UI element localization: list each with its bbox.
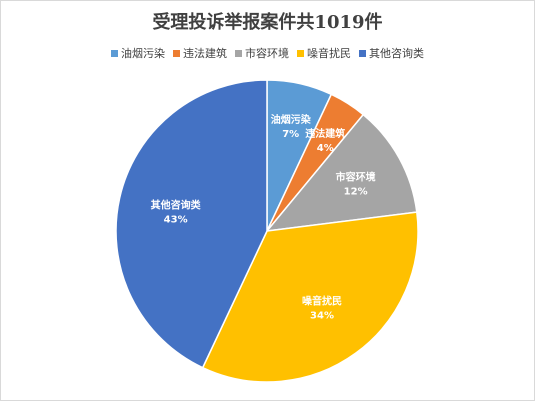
legend-swatch [359,49,366,57]
legend-item: 噪音扰民 [297,45,351,61]
pie-slice [265,113,418,232]
slice-category-label: 噪音扰民 [302,295,342,308]
slice-value-label: 43% [164,215,188,226]
slice-category-label: 市容环境 [336,170,376,183]
legend-item: 其他咨询类 [359,45,424,61]
slice-value-label: 4% [317,143,334,154]
legend-swatch [297,49,304,57]
legend-item: 违法建筑 [173,45,227,61]
slice-category-label: 油烟污染 [271,113,312,126]
legend-label: 其他咨询类 [369,47,424,60]
legend-swatch [173,49,180,57]
slice-value-label: 7% [282,129,299,140]
pie-slice [115,79,268,369]
legend-label: 市容环境 [245,47,289,60]
slice-value-label: 12% [344,186,368,197]
chart-title: 受理投诉举报案件共1019件 [152,12,383,33]
legend-item: 市容环境 [235,45,289,61]
legend-swatch [235,49,242,57]
legend-label: 违法建筑 [183,47,227,60]
slice-category-label: 其他咨询类 [151,199,201,212]
legend-swatch [111,49,118,57]
slice-category-label: 违法建筑 [305,127,345,140]
chart-legend: 油烟污染 违法建筑 市容环境 噪音扰民 其他咨询类 [0,45,535,61]
slice-value-label: 34% [310,311,334,322]
legend-label: 噪音扰民 [307,47,351,60]
legend-label: 油烟污染 [121,47,165,60]
legend-item: 油烟污染 [111,45,165,61]
